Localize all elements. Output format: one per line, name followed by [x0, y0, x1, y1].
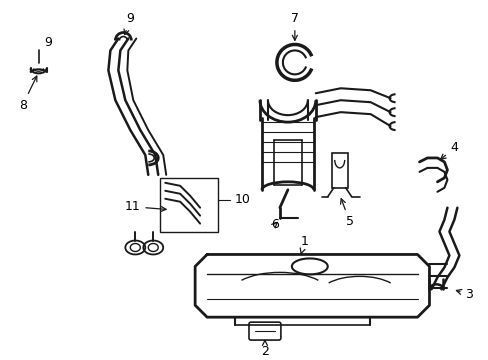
Text: 10: 10 — [235, 193, 250, 206]
Text: 8: 8 — [19, 76, 37, 112]
Text: 5: 5 — [340, 199, 353, 228]
Bar — [160, 178, 218, 231]
Text: 2: 2 — [261, 341, 268, 357]
Text: 3: 3 — [455, 288, 472, 301]
Text: 1: 1 — [300, 235, 308, 254]
Text: 4: 4 — [440, 141, 457, 159]
Text: 7: 7 — [290, 12, 298, 40]
Text: 9: 9 — [44, 36, 52, 49]
Text: 11: 11 — [124, 200, 166, 213]
Bar — [331, 153, 347, 188]
Text: 9: 9 — [124, 12, 134, 35]
Text: 6: 6 — [270, 218, 278, 231]
